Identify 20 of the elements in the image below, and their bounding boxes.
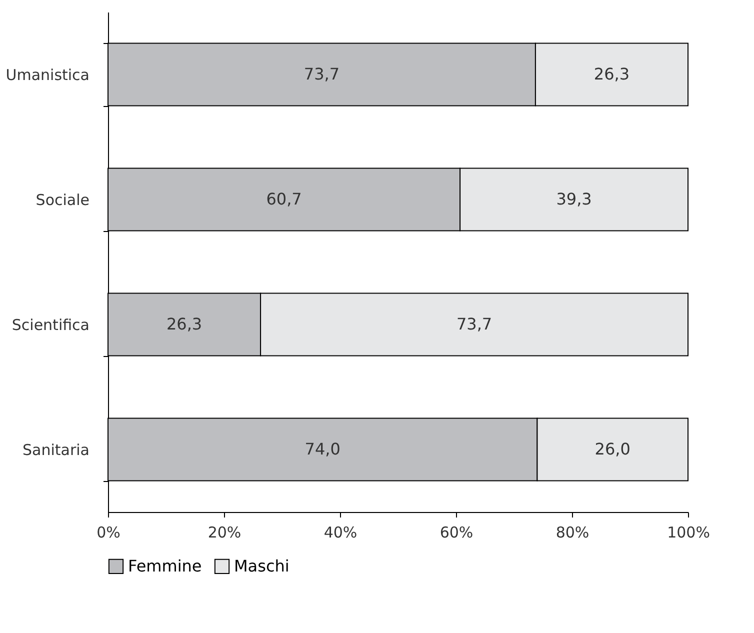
data-label: 74,0 <box>304 440 340 458</box>
data-label: 39,3 <box>556 190 592 208</box>
x-tick-label: 100% <box>667 524 710 542</box>
data-label: 60,7 <box>266 190 302 208</box>
legend-label: Femmine <box>128 556 202 576</box>
data-label: 73,7 <box>304 64 340 84</box>
x-tick-label: 0% <box>96 524 120 542</box>
y-tick-label: Sociale <box>36 191 90 209</box>
y-tick-label: Sanitaria <box>22 441 90 459</box>
x-tick-label: 80% <box>556 524 590 542</box>
x-tick-label: 60% <box>440 524 474 542</box>
y-tick-label: Umanistica <box>6 66 90 84</box>
data-label: 26,0 <box>594 440 630 458</box>
legend-label: Maschi <box>234 556 290 576</box>
data-label: 26,3 <box>166 314 202 334</box>
y-tick-label: Scientifica <box>12 316 90 334</box>
x-tick-label: 40% <box>324 524 358 542</box>
x-tick-label: 20% <box>208 524 242 542</box>
data-label: 73,7 <box>456 314 492 334</box>
data-label: 26,3 <box>594 64 630 84</box>
